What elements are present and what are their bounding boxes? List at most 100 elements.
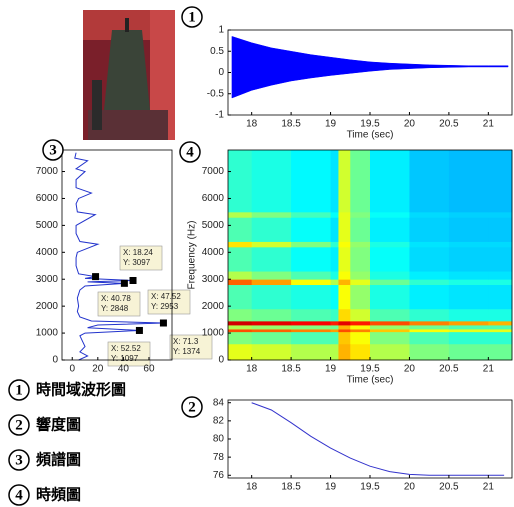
badge-number: 4 (186, 144, 194, 160)
heat-cell (338, 284, 351, 310)
heat-cell (228, 185, 253, 213)
heat-cell (448, 279, 489, 286)
x-tick-label: 21 (483, 364, 495, 375)
heat-cell (251, 320, 292, 326)
heat-cell (330, 331, 339, 345)
y-tick-label: 0 (218, 67, 224, 78)
heat-cell (330, 329, 339, 333)
heat-cell (448, 211, 489, 218)
heat-cell (488, 279, 513, 286)
heat-cell (350, 279, 371, 286)
badge-circle (181, 6, 203, 28)
legend-badge-circle (8, 484, 30, 506)
y-tick-label: 1000 (202, 328, 225, 339)
heat-cell (251, 325, 292, 330)
heat-cell (409, 325, 450, 330)
y-tick-label: 0.5 (210, 46, 224, 57)
y-tick-label: 2000 (202, 301, 225, 312)
heat-cell (488, 331, 513, 345)
y-tick-label: 0 (218, 355, 224, 366)
x-axis-label: Time (sec) (347, 130, 394, 141)
badge-circle (181, 396, 203, 418)
x-tick-label: 19 (325, 482, 337, 493)
data-tip-y: Y: 1374 (173, 347, 201, 356)
heat-cell (228, 279, 253, 286)
heat-cell (330, 211, 339, 218)
heat-cell (488, 211, 513, 218)
badge-number: 1 (188, 9, 196, 25)
heat-cell (228, 329, 253, 333)
heat-cell (488, 325, 513, 330)
heat-cell (251, 308, 292, 322)
badge-circle (179, 141, 201, 163)
heat-cell (228, 150, 253, 186)
heat-cell (488, 150, 513, 186)
heat-cell (409, 284, 450, 310)
heat-cell (488, 284, 513, 310)
heat-cell (488, 271, 513, 280)
x-tick-label: 20 (92, 364, 104, 375)
heat-cell (409, 217, 450, 242)
x-tick-label: 19.5 (360, 364, 380, 375)
heat-cell (291, 320, 331, 326)
x-tick-label: 18.5 (281, 482, 301, 493)
heat-cell (409, 271, 450, 280)
heat-cell (228, 241, 253, 248)
heat-cell (350, 246, 371, 272)
heat-cell (448, 308, 489, 322)
heat-cell (338, 325, 351, 330)
data-tip-x: X: 47.52 (151, 292, 181, 301)
heat-cell (488, 217, 513, 242)
heat-cell (330, 241, 339, 248)
heat-cell (291, 211, 331, 218)
y-tick-label: 84 (213, 397, 225, 408)
heat-cell (291, 331, 331, 345)
data-tip-marker (135, 326, 143, 334)
heat-cell (251, 211, 292, 218)
x-tick-label: 19 (325, 364, 337, 375)
heat-cell (488, 241, 513, 248)
y-tick-label: 4000 (202, 247, 225, 258)
heat-cell (251, 331, 292, 345)
legend-badge-number: 2 (15, 417, 23, 433)
x-tick-label: 20.5 (439, 119, 459, 130)
heat-cell (370, 246, 410, 272)
heat-cell (291, 329, 331, 333)
data-tip-x: X: 52.52 (111, 344, 141, 353)
heat-cell (330, 185, 339, 213)
heat-cell (448, 343, 489, 361)
heat-cell (370, 185, 410, 213)
heat-cell (448, 325, 489, 330)
heat-cell (338, 150, 351, 186)
heat-cell (488, 329, 513, 333)
heat-cell (448, 185, 489, 213)
data-line (251, 402, 505, 476)
data-tip-x: X: 18.24 (123, 248, 153, 257)
heat-cell (251, 271, 292, 280)
heat-cell (488, 320, 513, 326)
heat-cell (251, 241, 292, 248)
heat-cell (330, 284, 339, 310)
heat-cell (370, 325, 410, 330)
heat-cell (338, 279, 351, 286)
heat-cell (228, 325, 253, 330)
y-tick-label: 2000 (36, 301, 59, 312)
heat-cell (448, 284, 489, 310)
heat-cell (370, 150, 410, 186)
heat-cell (370, 320, 410, 326)
data-tip-box (119, 245, 163, 271)
x-tick-label: 19 (325, 119, 337, 130)
heat-cell (370, 241, 410, 248)
data-tip-box (147, 289, 191, 315)
heat-cell (448, 241, 489, 248)
data-tip-marker (120, 279, 128, 287)
heat-cell (448, 217, 489, 242)
heat-cell (409, 329, 450, 333)
y-axis-label: Frequency (Hz) (187, 221, 198, 290)
heat-cell (370, 284, 410, 310)
x-tick-label: 60 (143, 364, 155, 375)
heat-cell (330, 320, 339, 326)
legend-badge-circle (8, 414, 30, 436)
heat-cell (228, 320, 253, 326)
heat-cell (228, 284, 253, 310)
